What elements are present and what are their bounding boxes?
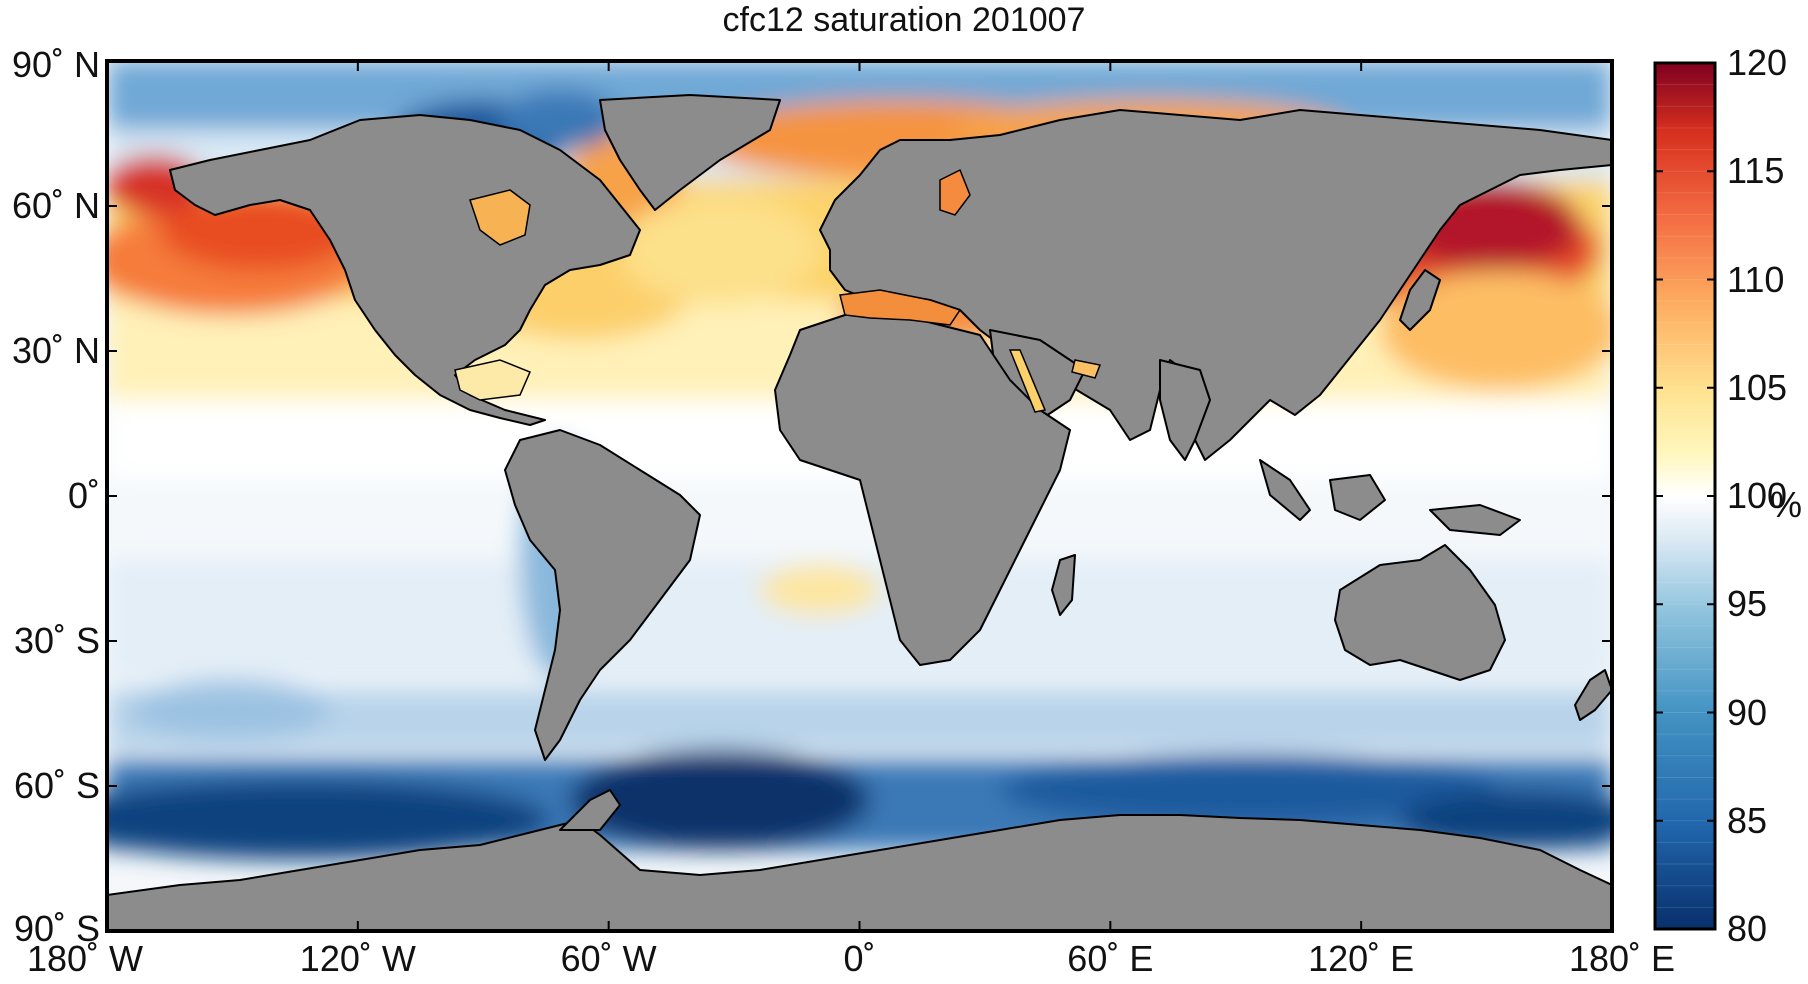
colorbar-tick-label: 90 xyxy=(1727,691,1768,733)
landmass-antarctica xyxy=(107,814,1612,931)
colorbar-tick-marks xyxy=(1655,62,1715,930)
x-tick-label: 120˚ W xyxy=(299,938,416,979)
x-tick-label: 60˚ W xyxy=(560,938,657,979)
y-tick-label: 90˚ S xyxy=(13,908,100,949)
landmass-new-zealand xyxy=(1574,669,1612,721)
landmass-borneo xyxy=(1329,474,1386,521)
hudson-bay xyxy=(469,189,531,246)
colorbar-tick-label: 110 xyxy=(1727,258,1785,300)
colorbar-tick-label: 85 xyxy=(1727,799,1768,841)
x-tick-label: 0˚ xyxy=(843,938,876,979)
landmass-india xyxy=(1159,359,1211,461)
colorbar xyxy=(1655,63,1715,929)
x-tick-label: 180˚ E xyxy=(1568,938,1676,979)
y-tick-label: 60˚ S xyxy=(13,765,100,806)
baltic-sea xyxy=(939,168,971,216)
x-tick-label: 60˚ E xyxy=(1067,938,1154,979)
landmass-new-guinea xyxy=(1429,504,1521,536)
landmass-sumatra xyxy=(1259,459,1311,521)
ocean-field xyxy=(107,61,1612,931)
y-tick-label: 90˚ N xyxy=(11,44,100,85)
x-tick-label: 120˚ E xyxy=(1308,938,1415,979)
colorbar-tick-label: 95 xyxy=(1727,583,1768,625)
landmass-greenland xyxy=(599,94,781,211)
landmass-africa xyxy=(774,309,1071,666)
colorbar-tick-label: 80 xyxy=(1727,908,1768,949)
map-tick-marks xyxy=(106,60,1613,932)
mediterranean-sea xyxy=(839,289,962,326)
colorbar-tick-label: 120 xyxy=(1727,42,1788,83)
colorbar-tick-label: 105 xyxy=(1727,366,1788,408)
chart-title: cfc12 saturation 201007 xyxy=(722,1,1086,39)
y-tick-label: 30˚ S xyxy=(13,620,100,661)
landmass-antarctic-peninsula xyxy=(559,789,621,831)
landmass-south-america xyxy=(504,429,701,761)
landmass-japan xyxy=(1399,269,1441,331)
gulf-of-mexico xyxy=(454,359,531,401)
landmass-madagascar xyxy=(1051,554,1076,616)
y-tick-label: 0˚ xyxy=(67,475,100,516)
colorbar-tick-label: 115 xyxy=(1727,150,1785,192)
red-sea xyxy=(1008,349,1047,413)
x-tick-label: 180˚ W xyxy=(26,938,144,979)
inland-waters xyxy=(454,168,1102,413)
colorbar-unit: % xyxy=(1770,484,1803,525)
land-layer xyxy=(107,94,1612,931)
y-tick-label: 30˚ N xyxy=(11,330,100,371)
colorbar-steps xyxy=(1655,84,1715,908)
landmass-australia xyxy=(1334,544,1506,681)
colorbar-tick-label: 100 xyxy=(1727,475,1788,516)
y-tick-label: 60˚ N xyxy=(11,185,100,226)
persian-gulf xyxy=(1071,359,1102,379)
